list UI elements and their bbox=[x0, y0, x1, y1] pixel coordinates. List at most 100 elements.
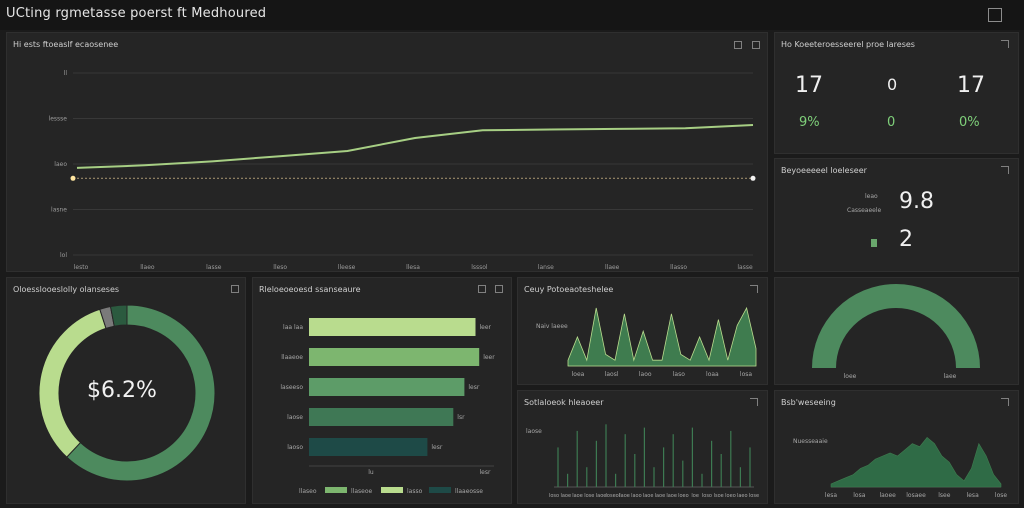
x-tick-label: loea bbox=[572, 371, 585, 378]
x-tick-label: loaa bbox=[706, 371, 719, 378]
donut-chart bbox=[38, 304, 216, 482]
hbar-panel: Rleloeoeoesd ssanseaure laa laa leer llaae… bbox=[252, 277, 512, 504]
area-chart: Nuesseaaie lesa losa laoee losaee lsee lesa los… bbox=[793, 436, 1007, 499]
hbar-category-label: laseeso bbox=[280, 384, 303, 391]
expand-icon[interactable] bbox=[1001, 40, 1009, 48]
kpi-value-3: 17 bbox=[957, 73, 985, 98]
kpi-value-2: 0 bbox=[887, 75, 898, 94]
grid-icon[interactable] bbox=[231, 285, 239, 293]
donut-panel: Oloesslooeslolly olanseses $6.2% bbox=[6, 277, 246, 504]
hbar-category-label: laose bbox=[287, 414, 303, 421]
x-tick-label: llesa bbox=[406, 264, 420, 271]
spike-area bbox=[567, 306, 757, 367]
gauge-panel: loee laee bbox=[774, 277, 1019, 385]
kpi-percent-1: 9% bbox=[799, 115, 820, 130]
y-tick-label: lasne bbox=[51, 207, 67, 214]
metric-label-1: leao bbox=[865, 193, 878, 200]
donut-slice bbox=[66, 304, 216, 482]
kpi-value-1: 17 bbox=[795, 73, 823, 98]
kpi-percent-3: 0% bbox=[959, 115, 980, 130]
area-fill bbox=[830, 436, 1002, 488]
x-tick-label: lasse bbox=[737, 264, 753, 271]
y-axis-label: laose bbox=[526, 428, 542, 435]
metric-value-1: 9.8 bbox=[899, 189, 934, 214]
hbar-value-label: lesr bbox=[431, 444, 442, 451]
metric-panel-title: Beyoeeeeel loeleseer bbox=[781, 166, 867, 175]
x-tick-label: loseol bbox=[606, 493, 621, 499]
lines-panel: Sotlaloeok hleaoeer laose loso laoe laoe los… bbox=[517, 390, 768, 504]
hbar bbox=[309, 438, 428, 456]
x-tick-label: laso bbox=[673, 371, 685, 378]
x-tick-label: llaee bbox=[605, 264, 620, 271]
x-tick-label: lose bbox=[749, 493, 759, 499]
settings-icon[interactable] bbox=[495, 285, 503, 293]
x-tick-label: lanse bbox=[538, 264, 554, 271]
hbar-category-label: laoso bbox=[287, 444, 303, 451]
x-tick-label: lleso bbox=[273, 264, 287, 271]
expand-icon[interactable] bbox=[734, 41, 742, 49]
x-tick-label: lesa bbox=[825, 492, 837, 499]
x-tick-label: laoe bbox=[666, 493, 677, 499]
spike-chart: Naiv laeee loea laosl laoo laso loaa losa bbox=[536, 306, 757, 378]
metric-panel: Beyoeeeeel loeleseer leao Casseaeele 9.8… bbox=[774, 158, 1019, 272]
line-panel-title: Hi ests ftoeaslf ecaosenee bbox=[13, 40, 119, 49]
hbar-panel-title: Rleloeoeoesd ssanseaure bbox=[259, 285, 361, 294]
x-tick-label: loso bbox=[549, 493, 559, 499]
x-tick-label: loeo bbox=[725, 493, 736, 499]
kpi-panel: Ho Koeeteroesseerel proe lareses 17 0 17… bbox=[774, 32, 1019, 154]
y-tick-label: ll bbox=[64, 70, 68, 77]
expand-icon[interactable] bbox=[478, 285, 486, 293]
x-tick-label: lsssol bbox=[471, 264, 488, 271]
donut-center-value: $6.2% bbox=[87, 378, 157, 403]
x-tick-label: laosl bbox=[605, 371, 619, 378]
y-tick-label: lessse bbox=[49, 116, 68, 123]
x-tick-label: lsee bbox=[938, 492, 950, 499]
spike-panel: Ceuy Potoeaoteshelee Naiv laeee loea laosl… bbox=[517, 277, 768, 385]
kpi-percent-2: 0 bbox=[887, 115, 896, 130]
reference-marker bbox=[750, 175, 756, 181]
expand-icon[interactable] bbox=[1001, 166, 1009, 174]
x-tick-label: losa bbox=[740, 371, 752, 378]
x-tick-label: laoo bbox=[639, 371, 652, 378]
x-tick-label: laoe bbox=[643, 493, 654, 499]
lines-panel-title: Sotlaloeok hleaoeer bbox=[524, 398, 604, 407]
legend-label: lasso bbox=[407, 488, 423, 495]
expand-icon[interactable] bbox=[750, 398, 758, 406]
legend-swatch bbox=[429, 487, 451, 493]
hbar-chart: laa laa leer llaaeoe leer laseeso lesr laose ls… bbox=[280, 318, 495, 495]
x-tick-label: llaeo bbox=[140, 264, 155, 271]
line-chart: ll lessse laeo lasne lol lesto llaeo lasse lleso… bbox=[49, 70, 756, 271]
menu-icon[interactable] bbox=[988, 8, 1002, 22]
x-tick-label: loeo bbox=[678, 493, 689, 499]
hbar-value-label: leer bbox=[483, 354, 495, 361]
x-tick-label: lasse bbox=[206, 264, 222, 271]
metric-value-2: 2 bbox=[899, 227, 913, 252]
line-chart-panel: Hi ests ftoeaslf ecaosenee ll lessse laeo l… bbox=[6, 32, 768, 272]
x-tick-label: loe bbox=[691, 493, 699, 499]
donut-slice bbox=[109, 304, 128, 327]
legend-label: llaseo bbox=[299, 488, 317, 495]
expand-icon[interactable] bbox=[750, 285, 758, 293]
x-tick-label: laoe bbox=[596, 493, 607, 499]
hbar-value-label: leer bbox=[480, 324, 492, 331]
hbar bbox=[309, 408, 454, 426]
y-axis-label: Naiv laeee bbox=[536, 323, 568, 330]
x-tick-label: laoe bbox=[572, 493, 583, 499]
legend-swatch bbox=[325, 487, 347, 493]
x-tick-label: laoee bbox=[879, 492, 896, 499]
settings-icon[interactable] bbox=[752, 41, 760, 49]
gauge-label: loee bbox=[844, 373, 857, 380]
x-tick-label: laoe bbox=[619, 493, 630, 499]
x-tick-label: lose bbox=[584, 493, 594, 499]
legend-swatch bbox=[381, 487, 403, 493]
series-line bbox=[76, 124, 754, 169]
hbar-value-label: lsr bbox=[457, 414, 465, 421]
hbar bbox=[309, 318, 476, 336]
hbar-axis-label: lu bbox=[368, 469, 374, 476]
reference-marker bbox=[70, 175, 76, 181]
x-tick-label: laoe bbox=[560, 493, 571, 499]
expand-icon[interactable] bbox=[1001, 398, 1009, 406]
x-tick-label: lose bbox=[995, 492, 1007, 499]
x-tick-label: losa bbox=[853, 492, 865, 499]
